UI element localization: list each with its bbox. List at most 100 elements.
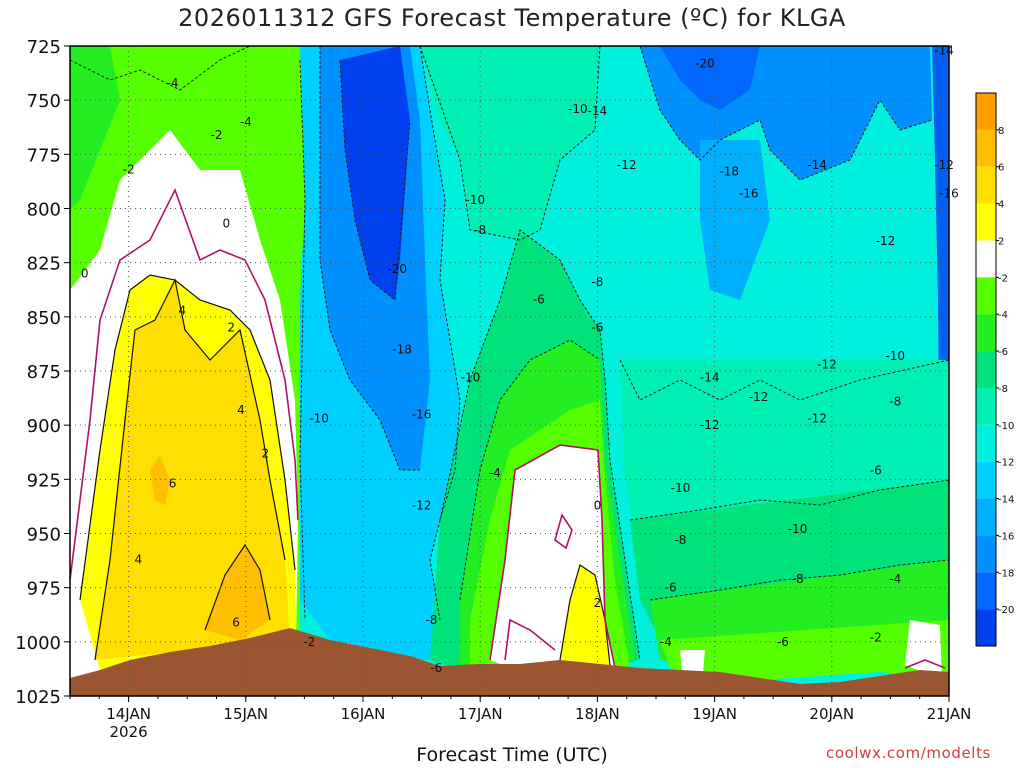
contour-label: -8 [792, 572, 804, 586]
contour-label: -16 [939, 186, 959, 200]
contour-label: 6 [169, 477, 177, 491]
contour-label: -2 [211, 128, 223, 142]
contour-line [419, 46, 601, 241]
contour-label: -2 [303, 635, 315, 649]
freezing-contour-line [504, 618, 556, 661]
contour-label: -6 [533, 293, 545, 307]
colorbar-swatch [976, 203, 996, 241]
contour-label: -6 [777, 635, 789, 649]
contour-label: -4 [240, 115, 252, 129]
contour-label: -8 [674, 533, 686, 547]
colorbar-swatch [976, 572, 996, 610]
contour-label: -10 [466, 193, 486, 207]
contour-label: -6 [591, 321, 603, 335]
contour-label: 2 [227, 321, 235, 335]
x-tick-label: 19JAN [692, 705, 737, 723]
colorbar-label: -6 [998, 347, 1008, 358]
colorbar-swatch [976, 166, 996, 204]
contour-line [79, 274, 296, 601]
contour-label: 4 [237, 403, 245, 417]
contour-label: -12 [749, 390, 769, 404]
contour-label: 6 [232, 615, 240, 629]
contour-label: -8 [425, 613, 437, 627]
contour-label: 2 [262, 446, 270, 460]
colorbar-label: -12 [998, 458, 1014, 469]
colorbar-label: -2 [998, 273, 1008, 284]
contour-label: -4 [167, 76, 179, 90]
colorbar-swatch [976, 240, 996, 278]
contour-label: -12 [617, 158, 637, 172]
freezing-contour-line [489, 444, 616, 669]
x-tick-label: 17JAN [458, 705, 503, 723]
colorbar-swatch [976, 498, 996, 536]
contour-labels: -4-4-2-2004242646-2-10-20-18-16-12-10-8-… [81, 43, 959, 675]
contour-line [299, 59, 306, 621]
contour-label: 0 [222, 217, 230, 231]
contour-label: -14 [934, 43, 954, 57]
contour-label: -10 [671, 481, 691, 495]
contour-label: -18 [719, 165, 739, 179]
contour-label: -2 [123, 163, 135, 177]
freezing-contour-lines [70, 187, 946, 669]
colorbar-label: 8 [998, 126, 1004, 137]
plot-area [70, 46, 949, 696]
contour-label: -12 [807, 412, 827, 426]
contour-label: -6 [665, 581, 677, 595]
contour-line [649, 559, 949, 601]
colorbar-swatch [976, 609, 996, 646]
contour-label: -14 [807, 158, 827, 172]
contour-label: -6 [870, 464, 882, 478]
freezing-contour-line [70, 187, 299, 581]
coldest-region-19jan [660, 46, 760, 110]
contour-label: -6 [430, 661, 442, 675]
contour-label: -12 [700, 418, 720, 432]
contour-label: -10 [788, 522, 808, 536]
contour-line [629, 479, 949, 521]
colorbar-label: 4 [998, 200, 1004, 211]
dashed-contour-lines [70, 46, 949, 661]
y-tick-label: 950 [27, 525, 61, 546]
contour-line [204, 543, 271, 631]
warm-region-18jan [560, 565, 610, 665]
colorbar-label: -10 [998, 421, 1014, 432]
x-tick-label: 15JAN [223, 705, 268, 723]
contour-label: -4 [489, 466, 501, 480]
colorbar-swatch [976, 314, 996, 352]
y-tick-label: 775 [27, 145, 61, 166]
colorbar-label: -4 [998, 310, 1008, 321]
contour-label: -14 [700, 371, 720, 385]
contour-line [70, 46, 251, 91]
x-tick-sublabel: 2026 [110, 723, 148, 741]
colorbar-label: -18 [998, 568, 1014, 579]
contour-label: -16 [739, 186, 759, 200]
colorbar: 8 6 4 2 -2 -4 -6 -8 -10 -12 -14 -16 -18 -20 [975, 92, 1014, 647]
colorbar-swatch [976, 277, 996, 315]
colorbar-swatch [976, 424, 996, 462]
contour-label: 0 [594, 498, 602, 512]
contour-line [339, 59, 411, 301]
contour-label: -18 [392, 342, 412, 356]
contour-label: -10 [885, 349, 905, 363]
contour-line [319, 46, 420, 471]
contour-line [639, 46, 933, 181]
colorbar-label: -20 [998, 605, 1014, 616]
y-tick-label: 850 [27, 308, 61, 329]
coldest-region-16jan [340, 46, 410, 300]
terrain-surface [70, 628, 949, 696]
contour-label: 0 [81, 267, 89, 281]
colorbar-label: -8 [998, 384, 1008, 395]
colorbar-swatch [976, 535, 996, 573]
x-tick-label: 16JAN [341, 705, 386, 723]
contour-label: -8 [591, 275, 603, 289]
x-tick-label: 14JAN [106, 705, 151, 723]
contour-label: -16 [412, 407, 432, 421]
contour-label: -10 [461, 371, 481, 385]
contour-label: -20 [387, 262, 407, 276]
warm-core-6c-15jan [205, 545, 270, 640]
colorbar-swatch [976, 461, 996, 499]
contour-label: -4 [889, 572, 901, 586]
contour-label: -10 [568, 102, 588, 116]
warm-core-6c-14jan [150, 455, 170, 505]
